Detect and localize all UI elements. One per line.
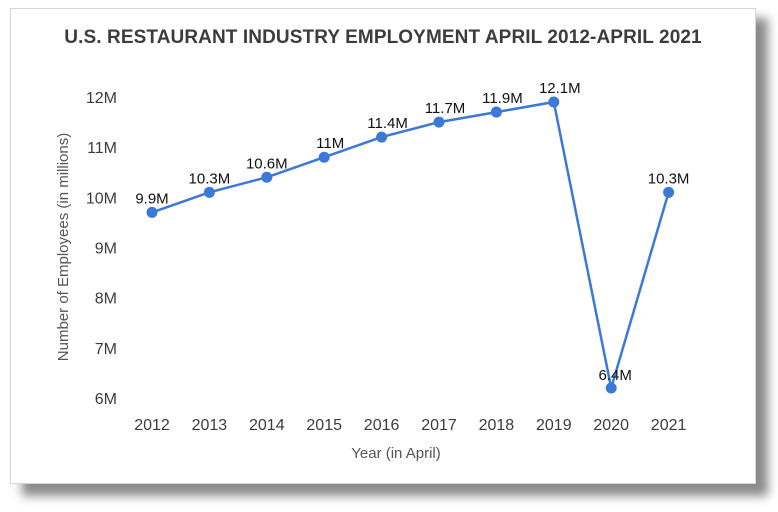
- data-point-2017: [433, 116, 445, 128]
- y-tick-label-10m: 10M: [86, 190, 117, 207]
- x-tick-label-2012: 2012: [134, 417, 170, 434]
- data-label-2014: 10.6M: [246, 155, 288, 172]
- x-tick-label-2021: 2021: [651, 417, 687, 434]
- y-tick-label-6m: 6M: [95, 391, 117, 408]
- data-label-2015: 11M: [316, 135, 344, 152]
- data-label-2021: 10.3M: [648, 170, 690, 187]
- data-point-2019: [548, 96, 560, 108]
- series-line: [151, 100, 670, 390]
- data-point-2020: [605, 382, 617, 394]
- data-point-2013: [203, 186, 215, 198]
- series-employment: [146, 96, 675, 394]
- data-label-2013: 10.3M: [189, 170, 231, 187]
- x-tick-label-2018: 2018: [479, 417, 515, 434]
- x-tick-label-2016: 2016: [364, 417, 400, 434]
- x-axis-ticks: 2012 2013 2014 2015 2016 2017 2018 2019 2020 2021: [134, 417, 686, 434]
- chart-card: U.S. RESTAURANT INDUSTRY EMPLOYMENT APRI…: [10, 8, 756, 484]
- data-point-2012: [146, 206, 158, 218]
- y-tick-label-8m: 8M: [95, 291, 117, 308]
- data-label-2016: 11.4M: [367, 115, 408, 132]
- x-tick-label-2019: 2019: [536, 417, 572, 434]
- data-label-2020: 6.4M: [599, 367, 632, 384]
- y-axis-ticks: 6M 7M 8M 9M 10M 11M 12M: [86, 90, 117, 408]
- data-label-2018: 11.9M: [482, 90, 523, 107]
- x-tick-label-2020: 2020: [593, 417, 629, 434]
- x-tick-label-2014: 2014: [249, 417, 285, 434]
- y-tick-label-7m: 7M: [95, 341, 117, 358]
- data-label-2017: 11.7M: [425, 100, 466, 117]
- chart-title: U.S. RESTAURANT INDUSTRY EMPLOYMENT APRI…: [64, 27, 702, 48]
- y-tick-label-12m: 12M: [86, 90, 117, 107]
- y-axis-label: Number of Employees (in millions): [55, 133, 72, 361]
- data-point-2018: [490, 106, 502, 118]
- data-labels: 9.9M 10.3M 10.6M 11M 11.4M 11.7M 11.9M 12.1M 6.4…: [135, 80, 689, 384]
- data-label-2019: 12.1M: [539, 80, 581, 97]
- data-point-2015: [318, 151, 330, 163]
- y-tick-label-11m: 11M: [87, 140, 117, 157]
- y-tick-label-9m: 9M: [95, 241, 117, 258]
- data-label-2012: 9.9M: [135, 190, 168, 207]
- data-point-2021: [663, 186, 675, 198]
- x-axis-label: Year (in April): [351, 445, 441, 462]
- x-tick-label-2013: 2013: [192, 417, 228, 434]
- x-tick-label-2017: 2017: [421, 417, 457, 434]
- data-point-2014: [261, 171, 273, 183]
- x-tick-label-2015: 2015: [306, 417, 342, 434]
- data-point-2016: [376, 131, 388, 143]
